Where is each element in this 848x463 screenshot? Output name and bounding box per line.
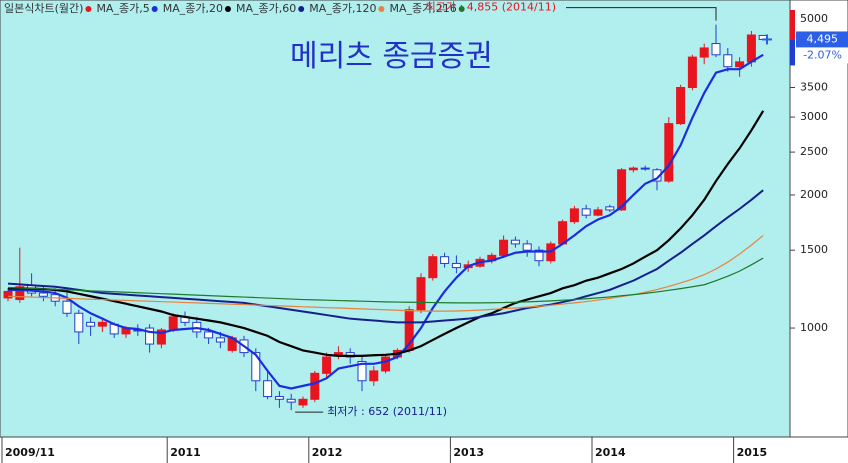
- y-axis-area: [789, 0, 848, 438]
- y-tick-label: 2500: [800, 145, 828, 158]
- candle-body: [581, 208, 591, 216]
- candle-body: [711, 43, 721, 56]
- x-tick-label: 2009/11: [5, 446, 55, 459]
- x-tick-label: 2011: [170, 446, 201, 459]
- candle-body: [593, 209, 603, 216]
- annotation: 최고가 : 4,855 (2014/11): [426, 1, 556, 14]
- legend-label: MA_종가,120: [309, 2, 376, 15]
- last-price-box: [796, 31, 848, 48]
- ma-line: [8, 53, 764, 390]
- y-tick-label: 2000: [800, 188, 828, 201]
- candle-body: [676, 86, 686, 125]
- candle-body: [440, 256, 450, 264]
- candle-body: [156, 329, 166, 345]
- legend-label: MA_종가,60: [236, 2, 296, 15]
- candle-body: [97, 321, 107, 327]
- candle-body: [617, 169, 627, 211]
- candle-body: [522, 243, 532, 251]
- candle-body: [628, 167, 638, 171]
- side-bar-up: [790, 10, 795, 40]
- candle-body: [357, 361, 367, 382]
- legend-marker: [85, 6, 92, 12]
- annotation-arrow: [566, 7, 717, 21]
- candle-body: [569, 208, 579, 223]
- candle-body: [322, 356, 332, 374]
- candle-body: [510, 239, 520, 245]
- legend-label: 일본식차트(월간): [4, 1, 83, 15]
- candle-body: [369, 370, 379, 382]
- legend-marker: [298, 6, 305, 12]
- candle-body: [86, 321, 96, 327]
- last-price-label: 4,495: [807, 32, 839, 45]
- candle-body: [381, 356, 391, 372]
- candle-body: [333, 352, 343, 356]
- candle-body: [416, 277, 426, 311]
- candle-body: [664, 123, 674, 182]
- legend-marker: [378, 6, 385, 12]
- candle-body: [263, 380, 273, 398]
- chart-title: 메리츠 종금증권: [290, 39, 493, 74]
- candle-body: [3, 290, 13, 299]
- candle-body: [15, 286, 25, 301]
- candle-body: [735, 61, 745, 68]
- candle-body: [168, 316, 178, 331]
- side-bar-down: [790, 39, 795, 66]
- candle-body: [687, 56, 697, 88]
- ma-line: [7, 257, 764, 304]
- candle-body: [310, 372, 320, 400]
- plot-area: [0, 0, 791, 438]
- change-label: -2.07%: [803, 48, 842, 61]
- legend-marker: [458, 6, 465, 12]
- candle-body: [74, 312, 84, 333]
- candle-body: [746, 34, 756, 63]
- candle-body: [499, 239, 509, 256]
- y-tick-label: 5000: [800, 12, 828, 25]
- candle-body: [534, 249, 544, 262]
- y-tick-label: 3500: [800, 80, 828, 93]
- candle-body: [699, 47, 709, 58]
- y-tick-label: 3000: [800, 110, 828, 123]
- candle-body: [62, 300, 72, 314]
- x-tick-label: 2014: [595, 446, 626, 459]
- ma-line: [8, 110, 765, 357]
- candle-body: [38, 292, 48, 297]
- y-tick-label: 1000: [800, 321, 828, 334]
- ma-line: [7, 189, 764, 324]
- x-tick-label: 2015: [737, 446, 768, 459]
- legend-label: MA_종가,216: [389, 2, 456, 15]
- candle-body: [251, 352, 261, 382]
- x-tick-label: 2013: [453, 446, 484, 459]
- legend-marker: [224, 6, 231, 12]
- candle-body: [215, 337, 225, 343]
- annotation: 최저가 : 652 (2011/11): [327, 405, 447, 418]
- candle-body: [605, 206, 615, 211]
- legend-label: MA_종가,5: [96, 2, 149, 15]
- candle-body: [204, 331, 214, 339]
- candle-body: [145, 327, 155, 345]
- candle-body: [286, 398, 296, 403]
- candle-body: [298, 398, 308, 406]
- x-tick-label: 2012: [312, 446, 343, 459]
- candle-body: [274, 396, 284, 400]
- candle-body: [428, 256, 438, 279]
- candle-body: [723, 54, 733, 68]
- y-tick-label: 1500: [800, 243, 828, 256]
- candle-body: [451, 262, 461, 269]
- change-box: [796, 47, 848, 64]
- legend-marker: [151, 6, 158, 12]
- legend-label: MA_종가,20: [163, 2, 223, 15]
- candle-body: [640, 167, 650, 170]
